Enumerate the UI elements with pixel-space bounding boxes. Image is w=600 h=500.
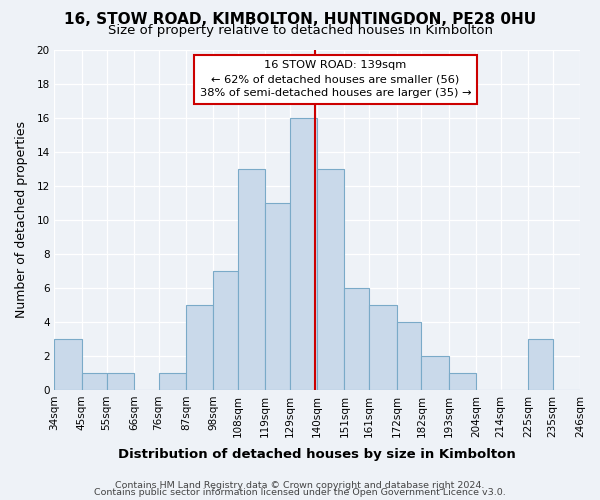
Bar bbox=[397, 322, 421, 390]
Bar bbox=[82, 373, 107, 390]
X-axis label: Distribution of detached houses by size in Kimbolton: Distribution of detached houses by size … bbox=[118, 448, 516, 461]
Bar bbox=[238, 169, 265, 390]
Bar bbox=[265, 203, 290, 390]
Bar bbox=[107, 373, 134, 390]
Y-axis label: Number of detached properties: Number of detached properties bbox=[15, 122, 28, 318]
Text: Contains public sector information licensed under the Open Government Licence v3: Contains public sector information licen… bbox=[94, 488, 506, 497]
Bar bbox=[290, 118, 317, 390]
Text: 16, STOW ROAD, KIMBOLTON, HUNTINGDON, PE28 0HU: 16, STOW ROAD, KIMBOLTON, HUNTINGDON, PE… bbox=[64, 12, 536, 26]
Bar bbox=[158, 373, 186, 390]
Bar bbox=[344, 288, 369, 390]
Text: Size of property relative to detached houses in Kimbolton: Size of property relative to detached ho… bbox=[107, 24, 493, 37]
Bar bbox=[528, 339, 553, 390]
Bar bbox=[369, 305, 397, 390]
Bar bbox=[55, 339, 82, 390]
Bar bbox=[317, 169, 344, 390]
Bar bbox=[449, 373, 476, 390]
Bar bbox=[213, 271, 238, 390]
Bar bbox=[421, 356, 449, 390]
Text: 16 STOW ROAD: 139sqm
← 62% of detached houses are smaller (56)
38% of semi-detac: 16 STOW ROAD: 139sqm ← 62% of detached h… bbox=[200, 60, 472, 98]
Text: Contains HM Land Registry data © Crown copyright and database right 2024.: Contains HM Land Registry data © Crown c… bbox=[115, 481, 485, 490]
Bar bbox=[186, 305, 213, 390]
